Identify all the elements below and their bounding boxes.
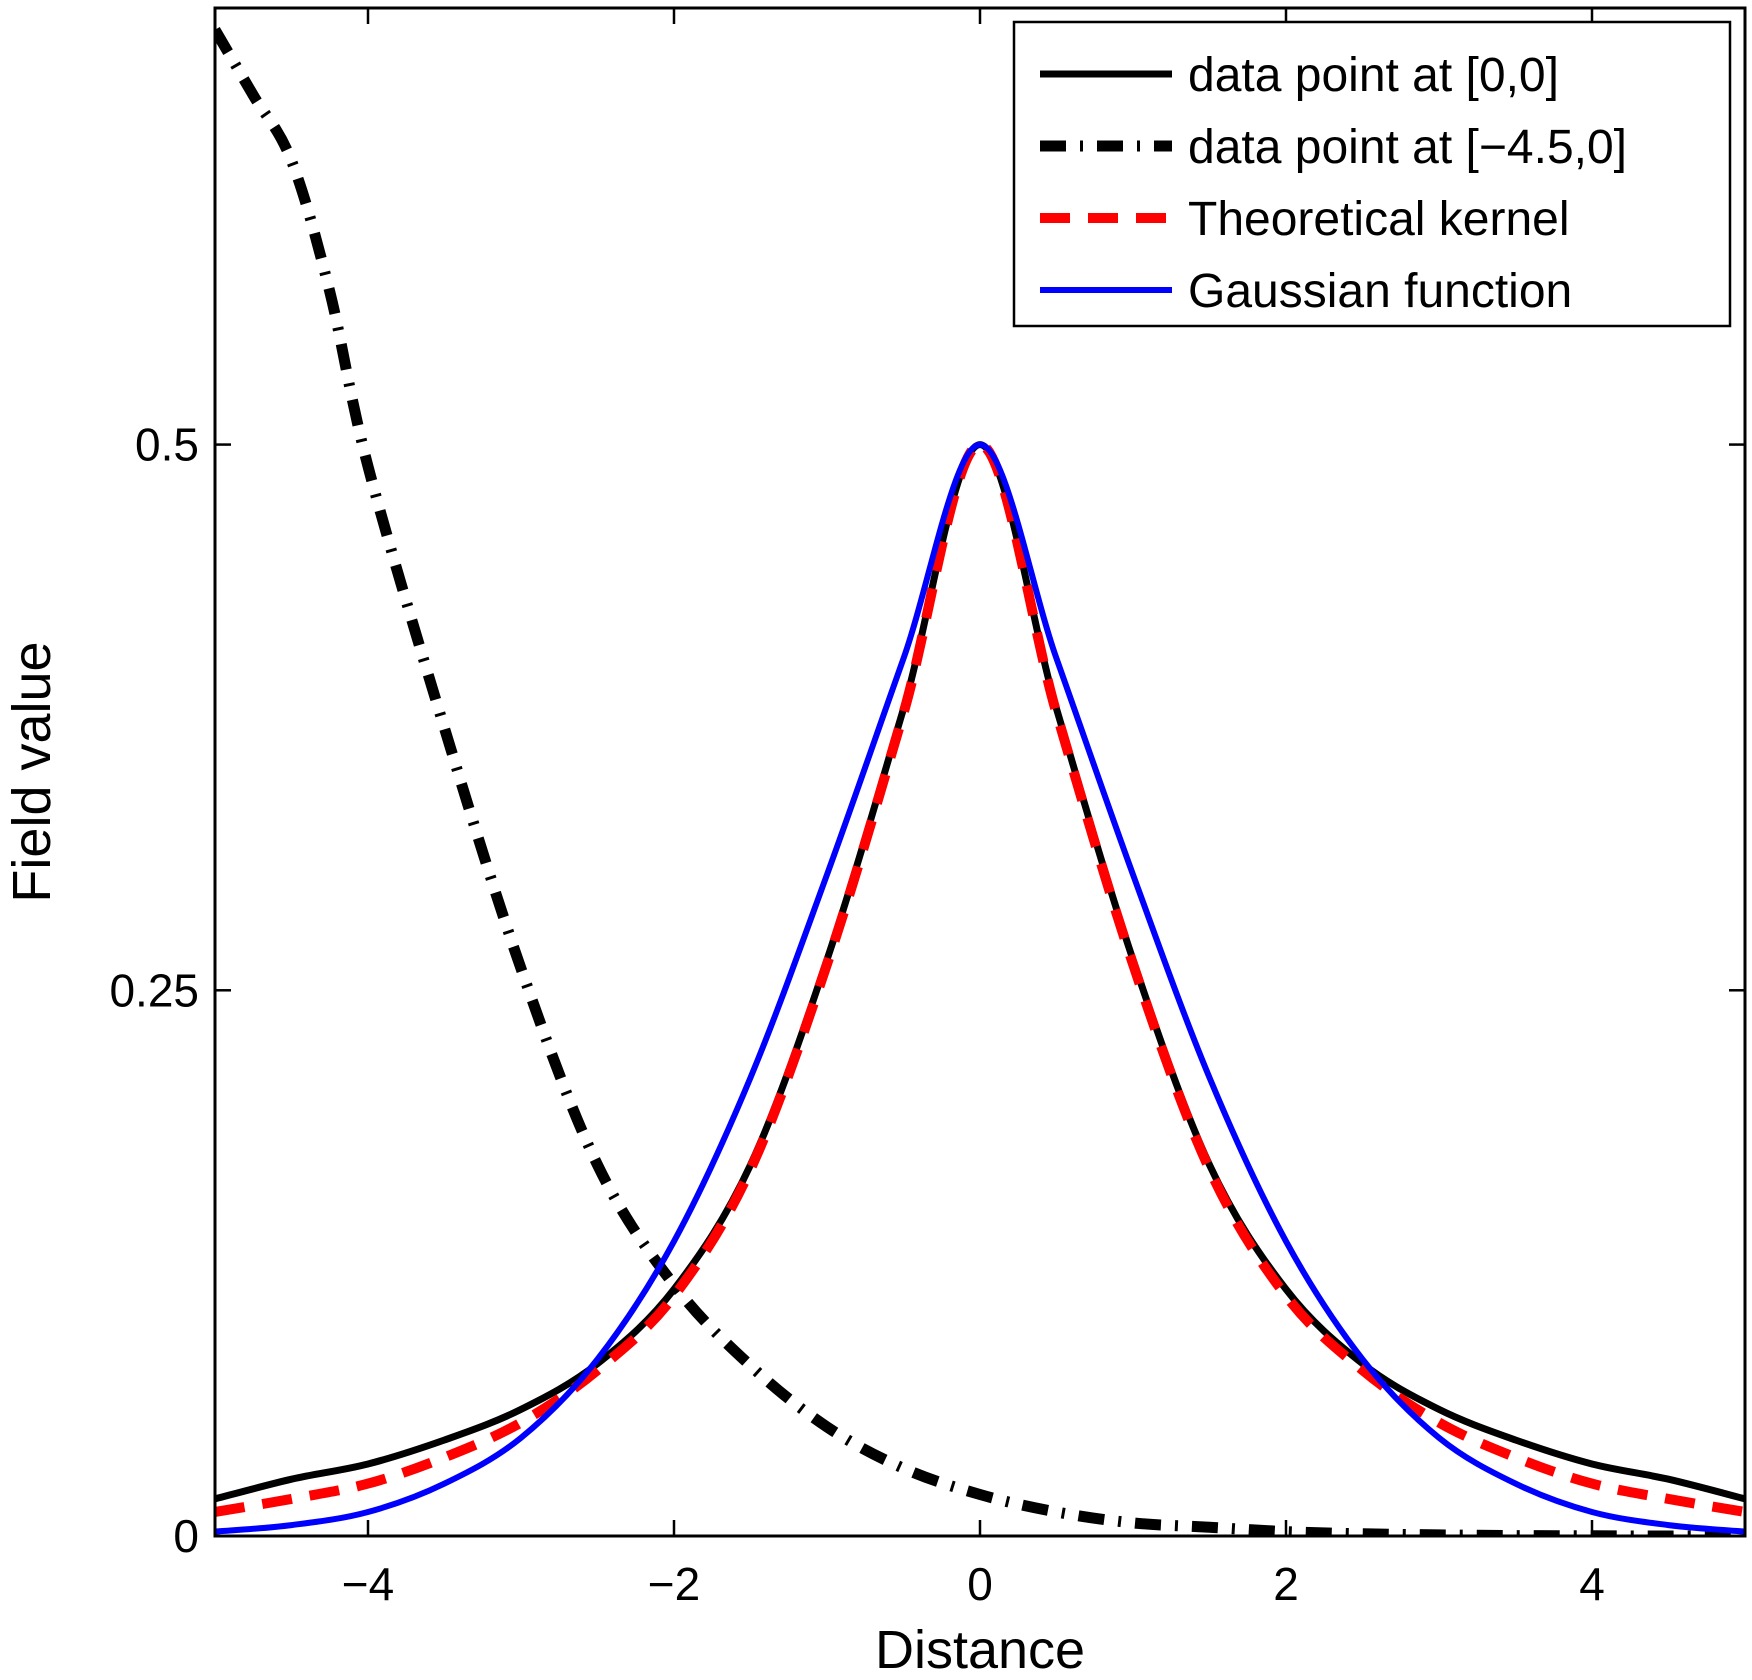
legend: data point at [0,0] data point at [−4.5,0… [1012, 20, 1732, 328]
x-tick-label: −4 [342, 1558, 394, 1610]
y-tick-label: 0 [173, 1510, 199, 1562]
x-tick-label: 2 [1273, 1558, 1299, 1610]
x-tick-label: −2 [648, 1558, 700, 1610]
plot-frame [213, 6, 1747, 1538]
y-axis-label: Field value [2, 641, 62, 902]
legend-label: Theoretical kernel [1188, 193, 1570, 246]
legend-label: Gaussian function [1188, 265, 1572, 318]
series-line-3 [215, 441, 1745, 1535]
x-tick-label: 4 [1579, 1558, 1605, 1610]
x-axis-label: Distance [875, 1620, 1085, 1680]
x-tick-label: 0 [967, 1558, 993, 1610]
y-tick-label: 0.25 [109, 964, 199, 1016]
legend-label: data point at [−4.5,0] [1188, 121, 1627, 174]
y-tick-label: 0.5 [135, 419, 199, 471]
legend-label: data point at [0,0] [1188, 49, 1559, 102]
tick-layer: −4 −2 0 2 4 0 0.25 0.5 [109, 8, 1745, 1610]
